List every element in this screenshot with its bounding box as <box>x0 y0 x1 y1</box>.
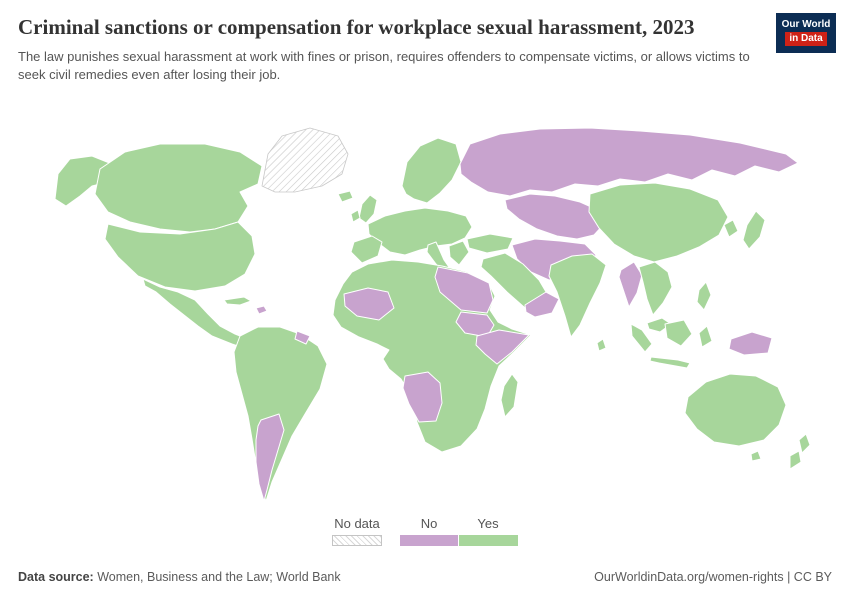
legend-item-no-data[interactable]: No data <box>332 516 382 546</box>
legend-label-no: No <box>420 516 438 531</box>
region-sri-lanka[interactable] <box>596 338 607 352</box>
chart-footer: Data source: Women, Business and the Law… <box>0 558 850 600</box>
region-indochina[interactable] <box>638 261 673 316</box>
region-borneo[interactable] <box>664 319 693 347</box>
region-iceland[interactable] <box>337 190 354 203</box>
region-australia[interactable] <box>684 373 787 447</box>
world-map[interactable] <box>0 124 850 514</box>
chart-subtitle: The law punishes sexual harassment at wo… <box>18 48 750 83</box>
region-java[interactable] <box>649 356 691 369</box>
region-scandinavia[interactable] <box>401 137 462 204</box>
data-source-label: Data source: <box>18 570 94 584</box>
region-south-america[interactable] <box>233 326 328 502</box>
region-greenland[interactable] <box>261 127 349 193</box>
legend-item-no[interactable]: No <box>400 516 458 546</box>
data-source-text: Women, Business and the Law; World Bank <box>93 570 341 584</box>
data-source-line: Data source: Women, Business and the Law… <box>18 570 341 584</box>
region-usa[interactable] <box>104 221 256 292</box>
region-india[interactable] <box>548 253 607 338</box>
owid-url-link[interactable]: OurWorldinData.org/women-rights | CC BY <box>594 570 832 584</box>
region-new-zealand-south[interactable] <box>789 450 802 470</box>
chart-header: Criminal sanctions or compensation for w… <box>18 14 760 85</box>
region-hispaniola[interactable] <box>255 305 268 315</box>
region-uk[interactable] <box>358 194 378 224</box>
region-japan[interactable] <box>742 210 766 250</box>
region-libya-egypt[interactable] <box>434 266 494 314</box>
region-tasmania[interactable] <box>750 450 762 462</box>
region-china[interactable] <box>588 182 729 263</box>
legend-swatch-no <box>400 535 458 546</box>
region-philippines[interactable] <box>696 281 712 311</box>
legend-label-no-data: No data <box>334 516 380 531</box>
region-sulawesi[interactable] <box>698 325 713 348</box>
owid-logo-line1: Our World <box>781 19 831 30</box>
region-korea[interactable] <box>723 219 739 238</box>
region-angola-botswana[interactable] <box>402 371 443 423</box>
map-legend: No data No Yes <box>0 516 850 546</box>
world-map-svg[interactable] <box>0 124 850 514</box>
region-turkey[interactable] <box>466 233 514 254</box>
region-mali-mauritania[interactable] <box>343 287 395 321</box>
region-new-guinea[interactable] <box>728 331 773 356</box>
legend-pair: No Yes <box>400 516 518 546</box>
page-title: Criminal sanctions or compensation for w… <box>18 15 695 39</box>
region-canada[interactable] <box>94 143 263 233</box>
region-sumatra[interactable] <box>630 323 653 353</box>
region-europe-mainland[interactable] <box>367 207 473 256</box>
legend-label-yes: Yes <box>477 516 499 531</box>
region-guianas[interactable] <box>294 330 311 345</box>
region-cuba[interactable] <box>223 296 252 306</box>
owid-logo-line2: in Data <box>785 32 827 46</box>
legend-swatch-no-data <box>332 535 382 546</box>
legend-swatch-yes <box>458 535 518 546</box>
region-argentina[interactable] <box>255 413 285 502</box>
region-iberia[interactable] <box>350 235 383 264</box>
region-yemen-oman[interactable] <box>524 291 560 318</box>
legend-item-yes[interactable]: Yes <box>458 516 518 546</box>
region-balkans[interactable] <box>448 240 470 266</box>
region-ethiopia-somalia[interactable] <box>475 329 530 365</box>
owid-logo[interactable]: Our World in Data <box>776 13 836 53</box>
region-central-asia[interactable] <box>504 193 606 240</box>
region-madagascar[interactable] <box>500 373 519 418</box>
region-russia[interactable] <box>459 127 799 197</box>
region-ireland[interactable] <box>350 209 361 223</box>
region-new-zealand-north[interactable] <box>798 433 811 454</box>
region-myanmar[interactable] <box>618 261 643 308</box>
